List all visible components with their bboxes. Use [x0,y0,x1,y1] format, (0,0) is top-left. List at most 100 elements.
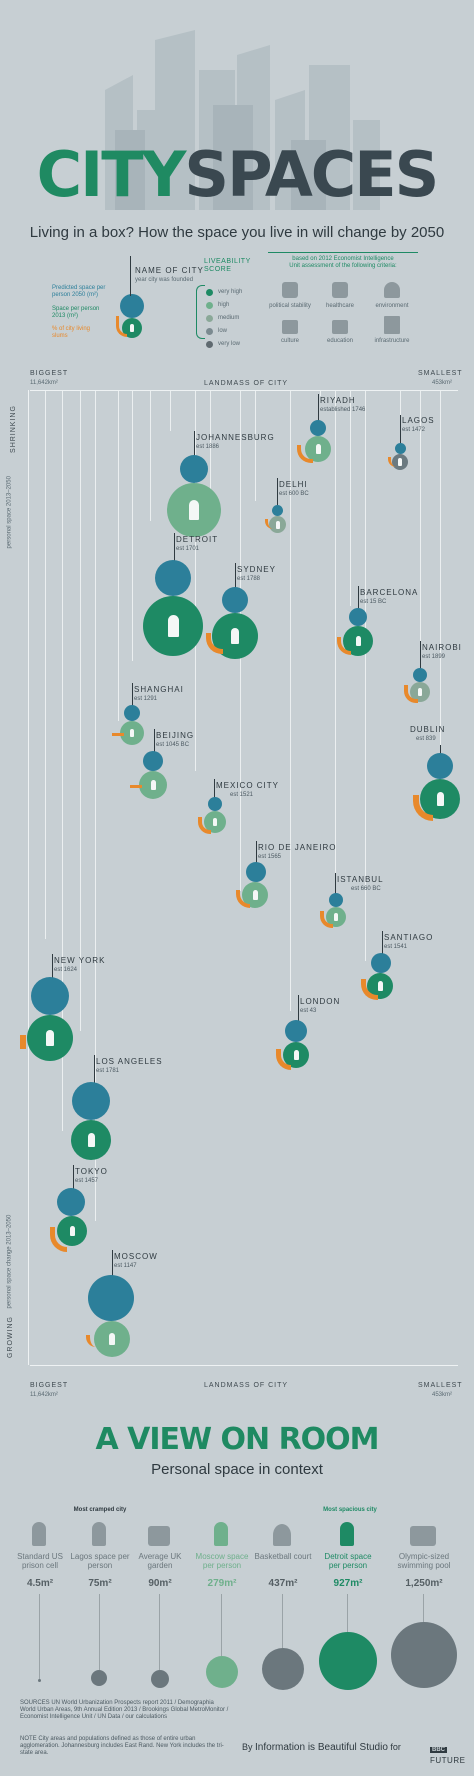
person-icon [69,1226,75,1236]
delhi-2050-circle [272,505,283,516]
city-est-lagos: est 1472 [402,427,426,433]
culture-icon [282,320,298,334]
city-name-tokyo: TOKYO [75,1167,108,1176]
person-icon [293,1050,299,1060]
city-name-sydney: SYDNEY [237,565,276,574]
city-name-mexico-city: MEXICO CITY [216,781,280,790]
axis-growing: GROWING [6,1316,14,1359]
axis-smallest-bottom: SMALLEST [418,1382,463,1389]
mexico-city-2050-circle [208,797,222,811]
person-icon [436,792,444,806]
riyadh-slum-arc [297,445,313,463]
basketball-size-circle [262,1648,304,1690]
city-name-detroit: DETROIT [176,535,219,544]
room-section-header: A VIEW ON ROOM Personal space in context [0,1422,474,1479]
prison-size-dot [38,1679,41,1682]
moscow-person-icon [214,1522,228,1546]
beijing-2050-circle [143,751,163,771]
barcelona-2050-circle [349,608,367,626]
lagos-person-icon [92,1522,106,1546]
moscow-2050-circle [88,1275,134,1321]
city-est-mexico-city: est 1521 [230,792,254,798]
person-icon [130,324,134,332]
legend-predicted-space: Predicted space per person 2050 (m²) [52,285,106,298]
person-icon [109,1333,115,1345]
healthcare-icon [332,282,348,298]
city-est-london: est 43 [300,1008,317,1014]
city-name-los-angeles: LOS ANGELES [96,1057,163,1066]
axis-smallest-value-bottom: 453km² [432,1392,453,1398]
riyadh-2050-circle [310,420,326,436]
room-subtitle: Personal space in context [151,1461,323,1478]
city-est-los-angeles: est 1781 [96,1068,120,1074]
political-stability-icon [282,282,298,298]
los-angeles-2050-circle [72,1082,110,1120]
lagos-2050-circle [395,443,406,454]
moscow-size-circle [206,1656,238,1688]
person-icon [46,1030,54,1046]
city-name-delhi: DELHI [279,480,308,489]
city-est-detroit: est 1701 [176,546,200,552]
tokyo-2050-circle [57,1188,85,1216]
axis-landmass-bottom: LANDMASS OF CITY [204,1382,289,1389]
page-title: CITYSPACES [36,138,440,211]
rio-2050-circle [246,862,266,882]
johannesburg-2013-circle [167,483,221,537]
detroit-person-icon [340,1522,354,1546]
person-icon [231,628,239,644]
legend: NAME OF CITY year city was founded Predi… [0,250,474,350]
legend-slums: % of city living slums [52,326,91,339]
legend-2013-circle [122,318,142,338]
axis-biggest-bottom: BIGGEST [30,1382,69,1389]
new-york-2050-circle [31,977,69,1015]
person-icon [87,1133,95,1147]
city-name-new-york: NEW YORK [54,956,106,965]
legend-slum-arc [116,316,127,337]
person-icon [418,688,422,696]
city-est-santiago: est 1541 [384,944,408,950]
skyline-illustration [105,30,380,210]
person-icon [189,500,199,520]
city-name-istanbul: ISTANBUL [337,875,384,884]
city-name-rio: RIO DE JANEIRO [258,843,337,852]
room-comparison: Most cramped city Most spacious city Sta… [0,1500,474,1690]
axis-landmass-top: LANDMASS OF CITY [204,380,289,387]
beijing-2013-circle [139,771,167,799]
axis-left-top-label: personal space 2013–2050 [6,476,13,549]
person-icon [275,520,280,529]
basketball-icon [273,1524,291,1546]
istanbul-2050-circle [329,893,343,907]
city-name-beijing: BEIJING [156,731,195,740]
person-icon [334,913,338,921]
swimmer-icon [410,1526,436,1546]
footer-credit: By Information is Beautiful Studio for [242,1742,401,1753]
liveability-scale: very high high medium low very low [206,286,242,351]
person-icon [315,444,321,454]
city-est-dublin: est 839 [416,736,436,742]
person-icon [150,780,156,790]
city-est-johannesburg: est 1886 [196,444,220,450]
criteria-icons: political stability healthcare environme… [269,282,430,352]
person-icon [167,615,179,637]
detroit-2013-circle [143,596,203,656]
person-icon [130,729,134,737]
person-icon [252,890,258,900]
city-est-beijing: est 1045 BC [156,742,190,748]
shanghai-2050-circle [124,705,140,721]
axis-smallest-top: SMALLEST [418,370,463,377]
city-name-barcelona: BARCELONA [360,588,419,597]
city-name-nairobi: NAIROBI [422,643,462,652]
city-est-istanbul: est 660 BC [351,886,381,892]
studio-credit: Information is Beautiful Studio [255,1742,388,1753]
london-2050-circle [285,1020,307,1042]
axis-smallest-value-top: 453km² [432,380,453,386]
legend-space-2013: Space per person 2013 (m²) [52,306,100,319]
city-name-shanghai: SHANGHAI [134,685,184,694]
room-title: A VIEW ON ROOM [95,1422,379,1457]
lagos-size-circle [91,1670,107,1686]
person-icon [213,818,217,826]
city-est-barcelona: est 15 BC [360,599,387,605]
education-icon [332,320,348,334]
detroit-2050-circle [155,560,191,596]
dublin-2050-circle [427,753,453,779]
